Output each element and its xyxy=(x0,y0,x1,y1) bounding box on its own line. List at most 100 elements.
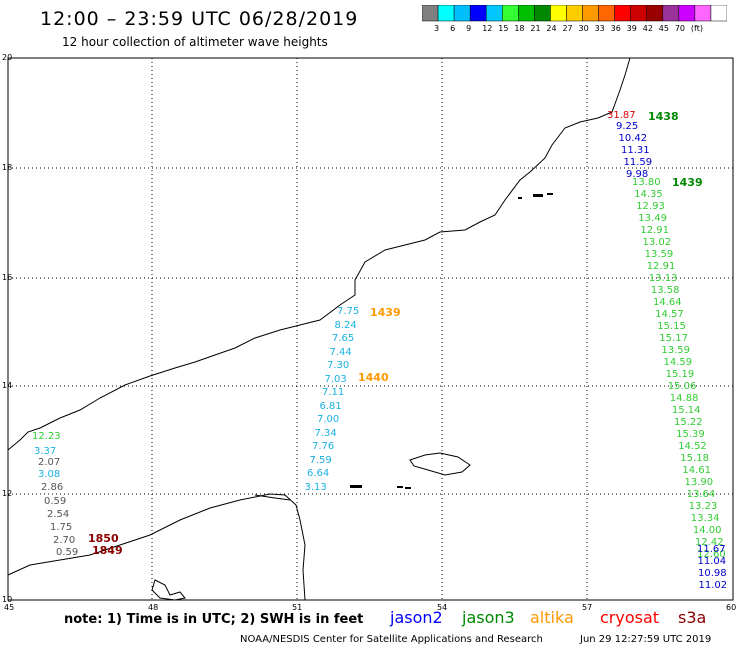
swh-label-gray: 2.54 xyxy=(47,509,70,520)
swh-label-green: 14.52 xyxy=(678,441,707,452)
swh-label-blue-top: 11.31 xyxy=(621,145,650,156)
swh-label-green: 13.64 xyxy=(686,489,716,500)
color-scale-tick: 6 xyxy=(450,24,456,33)
swh-label-cyan: 3.13 xyxy=(304,481,327,493)
swh-label-green: 14.35 xyxy=(634,189,663,200)
latitude-label: 16 xyxy=(2,273,13,282)
swh-label-west-cyan: 3.37 xyxy=(34,446,57,457)
longitude-label: 45 xyxy=(4,603,15,612)
swh-label-blue-top: 9.25 xyxy=(616,121,639,132)
color-scale-tick: 36 xyxy=(610,24,621,33)
swh-label-green: 15.39 xyxy=(676,429,705,440)
swh-label-green: 13.58 xyxy=(650,285,680,296)
map-title: 12:00 – 23:59 UTC 06/28/2019 xyxy=(40,8,359,30)
latitude-label: 18 xyxy=(2,163,13,172)
swh-label-green: 14.64 xyxy=(653,297,682,308)
footer-credit: NOAA/NESDIS Center for Satellite Applica… xyxy=(240,634,543,645)
swh-label-green: 14.59 xyxy=(663,357,693,368)
swh-label-green: 12.91 xyxy=(640,225,670,236)
color-scale-tick: 15 xyxy=(498,24,509,33)
swh-label-blue-top: 11.59 xyxy=(623,157,653,168)
swh-label-cyan: 7.75 xyxy=(337,306,360,317)
color-scale-tick: 42 xyxy=(642,24,653,33)
color-scale-tick: 3 xyxy=(434,24,440,33)
swh-label-green: 14.00 xyxy=(692,525,722,536)
pass-time-maroon-top: 1850 xyxy=(88,532,119,545)
swh-label-cyan: 7.44 xyxy=(329,346,352,358)
color-scale-tick: 9 xyxy=(466,24,472,33)
color-scale-tick: 27 xyxy=(562,24,573,33)
coastline-somalia-north xyxy=(254,494,291,501)
swh-label-green: 13.49 xyxy=(638,213,667,224)
swh-label-cyan: 6.64 xyxy=(307,468,330,479)
color-scale-tick: (ft) xyxy=(690,24,703,33)
swh-label-west-cyan: 3.08 xyxy=(38,469,61,480)
footer-note: note: 1) Time is in UTC; 2) SWH is in fe… xyxy=(64,612,364,627)
longitude-label: 57 xyxy=(582,603,593,612)
swh-label-cyan: 7.03 xyxy=(324,373,347,385)
legend-altika: altika xyxy=(530,608,574,627)
swh-label-green: 15.15 xyxy=(657,321,686,332)
color-scale-tick: 70 xyxy=(674,24,686,33)
color-scale-tick: 12 xyxy=(482,24,493,33)
coastline-arabia xyxy=(7,57,631,451)
swh-label-green: 13.23 xyxy=(688,501,718,512)
legend-cryosat: cryosat xyxy=(600,608,660,627)
swh-label-blue-bottom: 10.98 xyxy=(698,568,727,579)
swh-label-green: 13.13 xyxy=(648,273,678,284)
longitude-label: 48 xyxy=(148,603,159,612)
island-socotra xyxy=(409,452,471,476)
swh-label-green: 15.19 xyxy=(665,369,695,380)
swh-label-gray: 1.75 xyxy=(50,522,73,533)
swh-label-cyan: 7.11 xyxy=(322,387,345,398)
swh-label-cyan: 7.34 xyxy=(314,427,337,439)
swh-label-green: 13.34 xyxy=(690,513,720,524)
pass-time-maroon-bottom: 1849 xyxy=(92,544,123,557)
legend-s3a: s3a xyxy=(678,608,707,627)
swh-label-blue-bottom: 11.02 xyxy=(698,580,728,591)
swh-label-green: 15.17 xyxy=(659,333,688,344)
swh-label-gray: 0.59 xyxy=(56,547,79,558)
swh-label-green: 15.14 xyxy=(671,405,701,416)
swh-label-green: 13.80 xyxy=(632,177,661,188)
swh-label-green: 13.90 xyxy=(684,477,714,488)
color-scale-tick: 18 xyxy=(514,24,525,33)
swh-label-green: 12.93 xyxy=(636,201,665,212)
latitude-label: 12 xyxy=(2,489,13,498)
color-scale-tick: 24 xyxy=(546,24,557,33)
swh-label-blue-top: 9.98 xyxy=(626,169,649,180)
color-scale-bar xyxy=(422,5,727,22)
swh-label-green: 12.60 xyxy=(697,549,726,560)
swh-label-green: 15.18 xyxy=(680,453,709,464)
swh-label-green: 13.02 xyxy=(642,237,672,248)
swh-label-red: 31.87 xyxy=(607,110,636,121)
swh-label-blue-top: 10.42 xyxy=(618,133,648,144)
map-subtitle: 12 hour collection of altimeter wave hei… xyxy=(62,35,328,49)
swh-label-green: 12.91 xyxy=(646,261,676,272)
swh-label-blue-bottom: 11.67 xyxy=(697,544,726,555)
swh-label-gray: 2.86 xyxy=(41,482,64,493)
swh-label-gray: 2.07 xyxy=(38,457,61,468)
longitude-label: 60 xyxy=(726,603,737,612)
swh-label-cyan: 6.81 xyxy=(319,400,342,412)
legend-jason3: jason3 xyxy=(462,608,515,627)
color-scale-tick: 39 xyxy=(626,24,637,33)
pass-time-orange-bottom: 1440 xyxy=(358,371,389,384)
swh-label-green: 14.88 xyxy=(669,393,699,404)
latitude-label: 14 xyxy=(2,381,13,390)
longitude-label: 51 xyxy=(292,603,303,612)
footer-generated: Jun 29 12:27:59 UTC 2019 xyxy=(580,634,712,645)
swh-label-green: 14.61 xyxy=(682,465,712,476)
coastline-somalia xyxy=(7,493,306,601)
swh-label-green: 13.59 xyxy=(644,249,674,260)
swh-label-cyan: 8.24 xyxy=(334,319,357,331)
swh-label-cyan: 7.00 xyxy=(317,414,340,425)
longitude-label: 54 xyxy=(437,603,448,612)
swh-label-gray: 2.70 xyxy=(53,535,76,546)
latitude-label: 20 xyxy=(2,53,13,62)
color-scale-tick: 33 xyxy=(594,24,605,33)
swh-label-green: 13.59 xyxy=(661,345,691,356)
latitude-label: 10 xyxy=(2,595,13,604)
swh-label-cyan: 7.76 xyxy=(312,441,335,452)
